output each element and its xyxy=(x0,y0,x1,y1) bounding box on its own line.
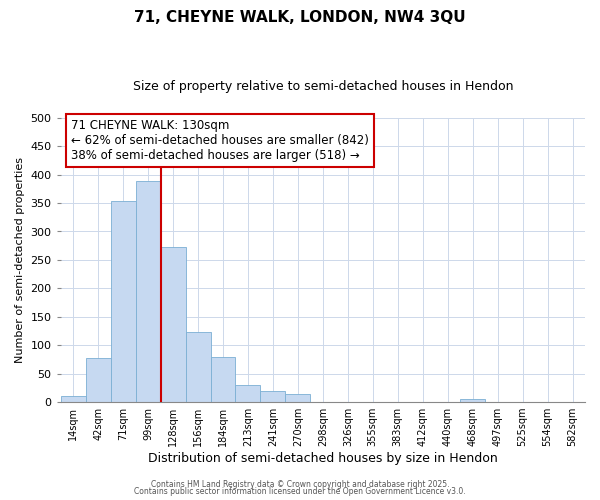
Bar xyxy=(211,356,235,402)
Bar xyxy=(86,358,110,402)
Bar xyxy=(460,399,485,402)
Bar xyxy=(185,332,211,402)
Y-axis label: Number of semi-detached properties: Number of semi-detached properties xyxy=(15,157,25,363)
Bar xyxy=(235,385,260,402)
Bar xyxy=(61,396,86,402)
Bar xyxy=(161,248,185,402)
Text: 71 CHEYNE WALK: 130sqm
← 62% of semi-detached houses are smaller (842)
38% of se: 71 CHEYNE WALK: 130sqm ← 62% of semi-det… xyxy=(71,119,369,162)
Title: Size of property relative to semi-detached houses in Hendon: Size of property relative to semi-detach… xyxy=(133,80,513,93)
Bar xyxy=(260,390,286,402)
Text: Contains public sector information licensed under the Open Government Licence v3: Contains public sector information licen… xyxy=(134,487,466,496)
Text: Contains HM Land Registry data © Crown copyright and database right 2025.: Contains HM Land Registry data © Crown c… xyxy=(151,480,449,489)
X-axis label: Distribution of semi-detached houses by size in Hendon: Distribution of semi-detached houses by … xyxy=(148,452,498,465)
Text: 71, CHEYNE WALK, LONDON, NW4 3QU: 71, CHEYNE WALK, LONDON, NW4 3QU xyxy=(134,10,466,25)
Bar xyxy=(286,394,310,402)
Bar xyxy=(136,182,161,402)
Bar xyxy=(110,202,136,402)
